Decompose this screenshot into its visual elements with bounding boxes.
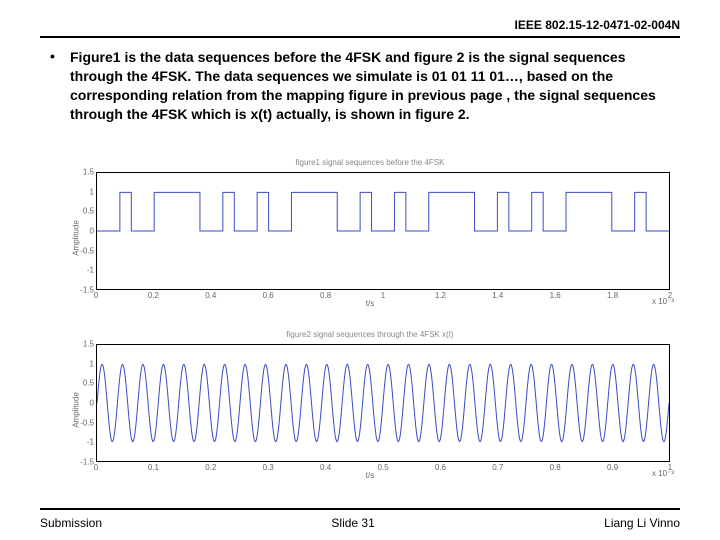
chart1-title: figure1 signal sequences before the 4FSK xyxy=(60,158,680,167)
chart1-xlabel: t/s xyxy=(366,299,374,308)
chart1-plot xyxy=(96,172,670,290)
bottom-rule xyxy=(40,508,680,510)
footer-right: Liang Li Vinno xyxy=(604,516,680,530)
top-rule xyxy=(40,36,680,38)
figure-2: figure2 signal sequences through the 4FS… xyxy=(60,330,680,490)
chart2-plot xyxy=(96,344,670,462)
footer-left: Submission xyxy=(40,516,102,530)
footer: Submission Slide 31 Liang Li Vinno xyxy=(40,516,680,530)
body-paragraph: Figure1 is the data sequences before the… xyxy=(70,48,680,124)
footer-center: Slide 31 xyxy=(331,516,374,530)
chart2-title: figure2 signal sequences through the 4FS… xyxy=(60,330,680,339)
bullet: • xyxy=(50,48,55,64)
chart2-xlabel: t/s xyxy=(366,471,374,480)
doc-id: IEEE 802.15-12-0471-02-004N xyxy=(515,18,680,32)
figure-1: figure1 signal sequences before the 4FSK… xyxy=(60,158,680,318)
